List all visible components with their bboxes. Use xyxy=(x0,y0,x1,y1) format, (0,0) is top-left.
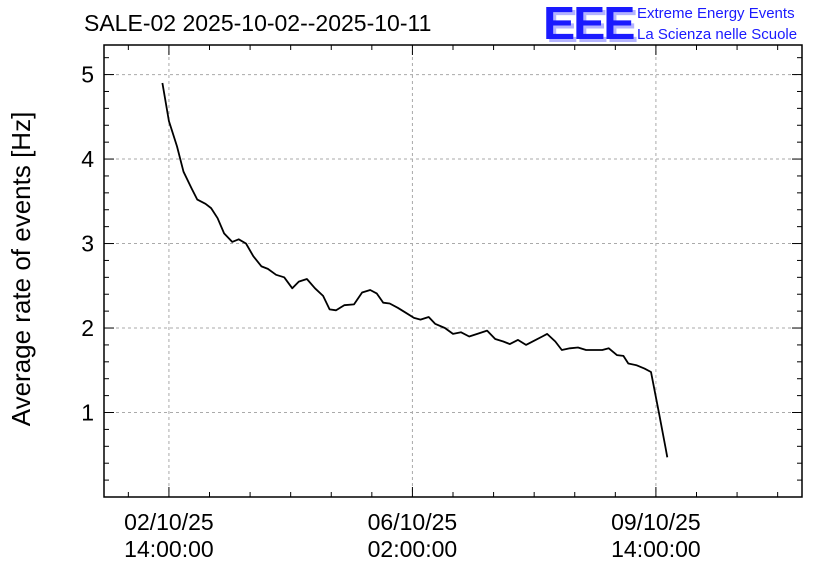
logo-shadow: EEE xyxy=(546,0,638,52)
x-tick-label-date: 02/10/25 xyxy=(124,509,214,535)
y-tick-label: 4 xyxy=(81,146,94,172)
plot-frame xyxy=(103,44,803,498)
y-tick-label: 3 xyxy=(81,231,94,257)
y-tick-label: 2 xyxy=(81,315,94,341)
x-tick-label-time: 14:00:00 xyxy=(611,536,701,562)
y-tick-label: 5 xyxy=(81,62,94,88)
y-tick-label: 1 xyxy=(81,400,94,426)
x-tick-label-date: 09/10/25 xyxy=(611,509,701,535)
chart-title: SALE-02 2025-10-02--2025-10-11 xyxy=(84,10,432,36)
series-line xyxy=(161,82,669,458)
x-tick-label-date: 06/10/25 xyxy=(368,509,458,535)
eee-logo: EEE xyxy=(543,0,635,49)
org-name-line2: La Scienza nelle Scuole xyxy=(637,26,798,43)
x-tick-label-time: 14:00:00 xyxy=(124,536,214,562)
org-name-line1: Extreme Energy Events xyxy=(637,5,795,22)
y-axis-label: Average rate of events [Hz] xyxy=(6,112,36,427)
x-tick-label-time: 02:00:00 xyxy=(368,536,458,562)
